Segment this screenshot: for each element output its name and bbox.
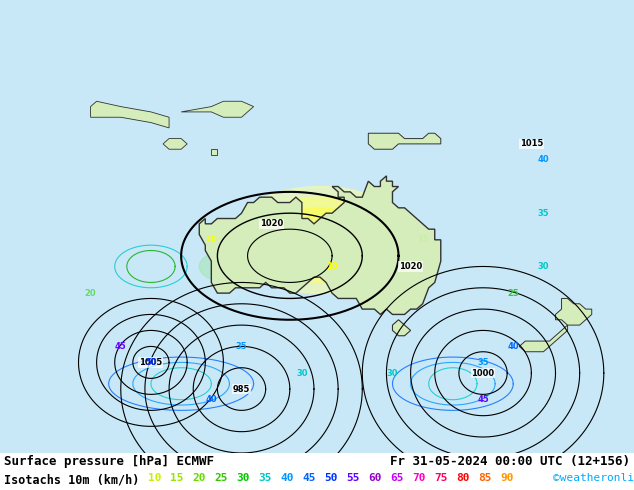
Polygon shape xyxy=(392,320,411,336)
Polygon shape xyxy=(368,133,441,149)
Text: 30: 30 xyxy=(538,262,549,271)
Text: 65: 65 xyxy=(390,473,403,483)
Text: Isotachs 10m (km/h): Isotachs 10m (km/h) xyxy=(4,473,139,486)
Text: 45: 45 xyxy=(477,395,489,404)
Text: 30: 30 xyxy=(387,368,398,378)
Polygon shape xyxy=(199,176,441,315)
Text: ©weatheronline.co.uk: ©weatheronline.co.uk xyxy=(553,473,634,483)
Text: 60: 60 xyxy=(368,473,382,483)
Text: 50: 50 xyxy=(324,473,337,483)
Text: 1015: 1015 xyxy=(520,139,543,148)
Text: 20: 20 xyxy=(192,473,205,483)
Text: 10: 10 xyxy=(327,262,338,271)
Text: 90: 90 xyxy=(500,473,514,483)
Text: 35: 35 xyxy=(236,342,247,351)
Text: 40: 40 xyxy=(205,395,217,404)
Text: 20: 20 xyxy=(85,289,96,297)
Text: 15: 15 xyxy=(417,235,429,245)
Text: 35: 35 xyxy=(477,358,489,367)
Text: 15: 15 xyxy=(170,473,183,483)
Text: 75: 75 xyxy=(434,473,448,483)
Text: 30: 30 xyxy=(296,368,307,378)
Polygon shape xyxy=(91,101,169,128)
Polygon shape xyxy=(163,139,187,149)
Text: 1020: 1020 xyxy=(260,220,283,228)
Text: 35: 35 xyxy=(258,473,271,483)
Polygon shape xyxy=(519,325,567,352)
Text: 85: 85 xyxy=(478,473,491,483)
Text: 1000: 1000 xyxy=(472,368,495,378)
Text: 45: 45 xyxy=(302,473,316,483)
Text: Surface pressure [hPa] ECMWF: Surface pressure [hPa] ECMWF xyxy=(4,455,214,468)
Polygon shape xyxy=(266,208,374,272)
Text: 45: 45 xyxy=(115,342,127,351)
Text: 10: 10 xyxy=(205,235,217,245)
Text: 25: 25 xyxy=(507,289,519,297)
Text: 55: 55 xyxy=(346,473,359,483)
Text: Fr 31-05-2024 00:00 UTC (12+156): Fr 31-05-2024 00:00 UTC (12+156) xyxy=(390,455,630,468)
Polygon shape xyxy=(247,197,392,282)
Text: 1005: 1005 xyxy=(139,358,162,367)
Text: 10: 10 xyxy=(148,473,162,483)
Polygon shape xyxy=(555,298,592,325)
Text: 80: 80 xyxy=(456,473,470,483)
Polygon shape xyxy=(211,149,217,154)
Text: 985: 985 xyxy=(233,385,250,393)
Text: 40: 40 xyxy=(507,342,519,351)
Text: 30: 30 xyxy=(236,473,250,483)
Text: 25: 25 xyxy=(214,473,228,483)
Polygon shape xyxy=(199,250,260,282)
Text: 1020: 1020 xyxy=(399,262,422,271)
Polygon shape xyxy=(181,101,254,117)
Text: 50: 50 xyxy=(145,358,157,367)
Text: 40: 40 xyxy=(538,155,549,164)
Text: 40: 40 xyxy=(280,473,294,483)
Text: 70: 70 xyxy=(412,473,425,483)
Polygon shape xyxy=(230,187,411,293)
Text: 35: 35 xyxy=(538,209,549,218)
